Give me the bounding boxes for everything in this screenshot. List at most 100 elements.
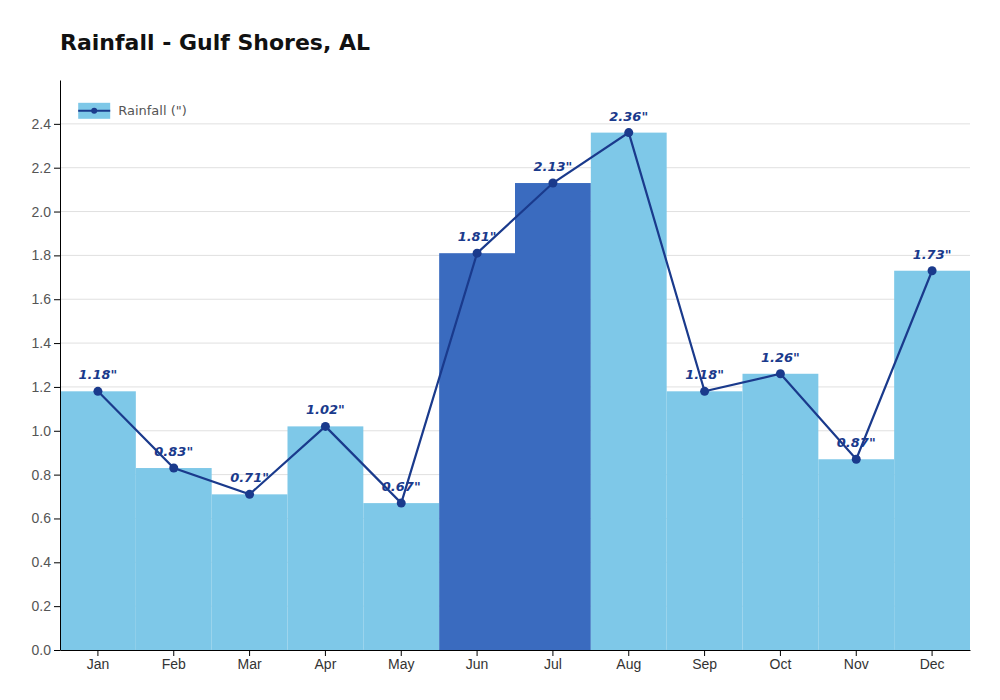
y-tick-label: 1.4 <box>32 335 52 351</box>
markers <box>93 128 936 508</box>
y-tick-mark <box>54 255 60 256</box>
grid <box>60 124 970 650</box>
y-tick-label: 1.0 <box>32 423 52 439</box>
chart: 1.18" 0.83" 0.71" 1.02" 0.67" 1.81" 2.13" 2.36"… <box>0 0 1000 700</box>
data-label: 1.18" <box>685 367 724 382</box>
data-label: 0.71" <box>230 470 269 485</box>
x-tick-label: Nov <box>844 656 869 672</box>
y-tick-label: 1.8 <box>32 247 52 263</box>
x-tick-label: Apr <box>315 656 337 672</box>
x-tick: Sep <box>692 650 717 672</box>
data-label: 0.87" <box>837 435 876 450</box>
y-tick: 1.6 <box>32 291 60 307</box>
marks <box>60 128 970 650</box>
y-tick-mark <box>54 124 60 125</box>
y-tick-mark <box>54 299 60 300</box>
data-label: 1.18" <box>78 367 117 382</box>
data-label: 0.67" <box>382 479 421 494</box>
data-label: 1.73" <box>913 247 952 262</box>
legend-marker <box>91 108 97 114</box>
marker <box>93 387 102 396</box>
marker <box>245 490 254 499</box>
x-tick: Feb <box>162 650 186 672</box>
legend-label: Rainfall (") <box>118 103 187 118</box>
y-tick-mark <box>54 431 60 432</box>
y-tick: 1.8 <box>32 247 60 263</box>
marker <box>852 455 861 464</box>
y-tick-label: 2.2 <box>32 160 52 176</box>
title: Rainfall - Gulf Shores, AL <box>60 30 370 55</box>
y-tick-label: 1.6 <box>32 291 52 307</box>
bar <box>136 468 212 650</box>
bar <box>818 459 894 650</box>
x-tick: Oct <box>770 650 792 672</box>
y-tick: 2.2 <box>32 160 60 176</box>
data-label: 2.13" <box>533 159 572 174</box>
marker <box>776 369 785 378</box>
legend-swatch <box>78 103 110 119</box>
data-label: 1.81" <box>458 229 497 244</box>
x-tick: Jan <box>87 650 110 672</box>
x-tick-label: May <box>388 656 414 672</box>
y-tick: 0.2 <box>32 598 60 614</box>
y-tick-mark <box>54 606 60 607</box>
grid-line <box>60 167 970 168</box>
y-tick-label: 0.8 <box>32 467 52 483</box>
y-axis-line <box>60 81 61 651</box>
y-tick: 0.6 <box>32 510 60 526</box>
bar <box>60 391 136 650</box>
bar <box>667 391 743 650</box>
x-axis: JanFebMarAprMayJunJulAugSepOctNovDec <box>61 650 971 672</box>
x-tick: Dec <box>920 650 945 672</box>
bar <box>515 183 591 650</box>
y-tick-mark <box>54 518 60 519</box>
data-label: 2.36" <box>609 109 648 124</box>
y-tick: 0.0 <box>32 642 60 658</box>
bar <box>591 133 667 650</box>
y-tick-label: 0.0 <box>32 642 52 658</box>
marker <box>397 499 406 508</box>
y-tick-label: 2.4 <box>32 116 52 132</box>
x-tick: Jun <box>466 650 489 672</box>
y-tick-mark <box>54 343 60 344</box>
x-tick-label: Jan <box>87 656 110 672</box>
data-label: 0.83" <box>154 444 193 459</box>
marker <box>700 387 709 396</box>
bar <box>439 253 515 650</box>
x-tick: Aug <box>616 650 641 672</box>
y-tick-label: 0.4 <box>32 554 52 570</box>
y-tick: 1.0 <box>32 423 60 439</box>
x-tick: May <box>388 650 414 672</box>
y-axis: 0.0 0.2 0.4 0.6 0.8 1.0 1.2 1.4 1.6 1.8 2.0 2.2 2.4 <box>32 81 61 658</box>
y-tick-mark <box>54 650 60 651</box>
y-tick: 2.0 <box>32 204 60 220</box>
y-tick-mark <box>54 168 60 169</box>
y-tick: 1.4 <box>32 335 60 351</box>
data-label: 1.02" <box>306 402 345 417</box>
bar <box>743 374 819 650</box>
marker <box>624 128 633 137</box>
marker <box>548 179 557 188</box>
marker <box>321 422 330 431</box>
y-tick: 0.4 <box>32 554 60 570</box>
y-tick-mark <box>54 212 60 213</box>
x-tick-label: Feb <box>162 656 186 672</box>
x-tick-label: Sep <box>692 656 717 672</box>
grid-line <box>60 123 970 124</box>
y-tick-mark <box>54 475 60 476</box>
x-tick-label: Aug <box>616 656 641 672</box>
x-tick: Jul <box>544 650 562 672</box>
data-labels: 1.18" 0.83" 0.71" 1.02" 0.67" 1.81" 2.13" 2.36"… <box>78 109 951 495</box>
bar <box>363 503 439 650</box>
y-tick: 1.2 <box>32 379 60 395</box>
y-tick-mark <box>54 387 60 388</box>
bar <box>894 271 970 650</box>
x-tick-label: Dec <box>920 656 945 672</box>
bar <box>212 494 288 650</box>
y-tick-label: 0.2 <box>32 598 52 614</box>
x-tick-label: Jul <box>544 656 562 672</box>
marker <box>473 249 482 258</box>
data-label: 1.26" <box>761 350 800 365</box>
y-tick: 2.4 <box>32 116 60 132</box>
legend: Rainfall (") <box>78 103 187 119</box>
